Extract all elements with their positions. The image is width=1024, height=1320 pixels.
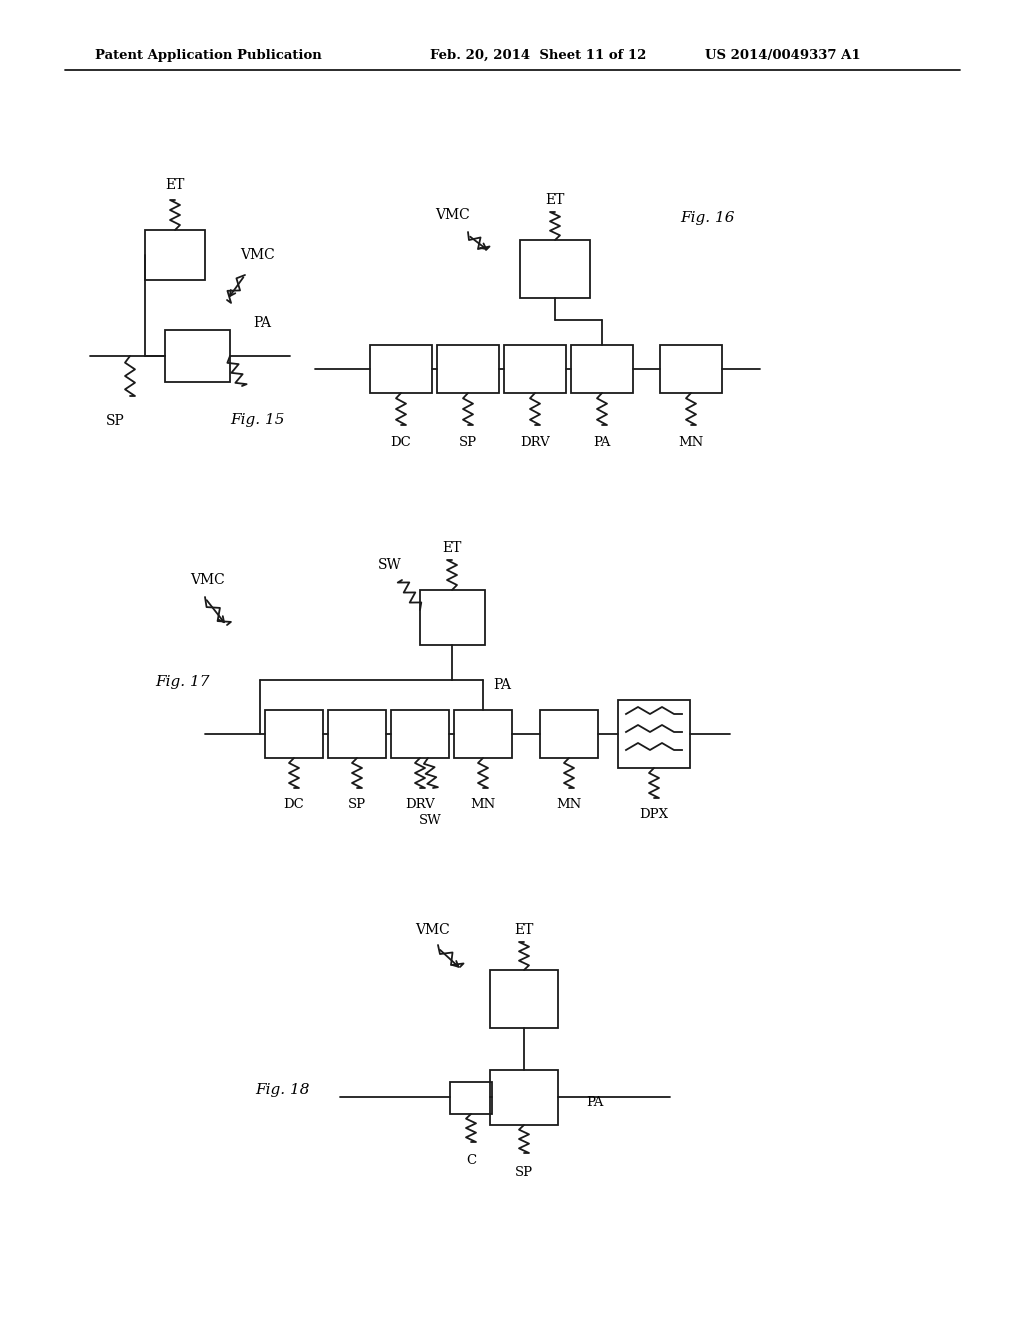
Text: MN: MN <box>470 799 496 812</box>
Text: Fig. 18: Fig. 18 <box>255 1082 309 1097</box>
Text: DRV: DRV <box>406 799 435 812</box>
Bar <box>328 710 386 758</box>
Bar <box>571 345 633 393</box>
Bar <box>490 1071 558 1125</box>
Bar <box>540 710 598 758</box>
Text: DC: DC <box>284 799 304 812</box>
Bar <box>391 710 449 758</box>
Text: ET: ET <box>514 923 534 937</box>
Bar <box>660 345 722 393</box>
Bar <box>437 345 499 393</box>
Text: DRV: DRV <box>520 437 550 450</box>
Text: PA: PA <box>253 315 271 330</box>
Text: VMC: VMC <box>240 248 274 261</box>
Text: ET: ET <box>442 541 462 554</box>
Text: SW: SW <box>419 813 441 826</box>
Bar <box>370 345 432 393</box>
Bar <box>265 710 323 758</box>
Text: ET: ET <box>165 178 184 191</box>
Bar <box>454 710 512 758</box>
Text: SP: SP <box>515 1166 534 1179</box>
Text: ET: ET <box>546 193 564 207</box>
Text: DPX: DPX <box>640 808 669 821</box>
Bar <box>165 330 230 381</box>
Text: PA: PA <box>493 678 511 692</box>
Bar <box>145 230 205 280</box>
Bar <box>504 345 566 393</box>
Text: SW: SW <box>378 558 401 572</box>
Text: Fig. 17: Fig. 17 <box>155 675 210 689</box>
Text: MN: MN <box>556 799 582 812</box>
Text: C: C <box>466 1155 476 1167</box>
Text: SP: SP <box>459 437 477 450</box>
Text: PA: PA <box>586 1096 603 1109</box>
Text: US 2014/0049337 A1: US 2014/0049337 A1 <box>705 49 860 62</box>
Bar <box>520 240 590 298</box>
Text: Feb. 20, 2014  Sheet 11 of 12: Feb. 20, 2014 Sheet 11 of 12 <box>430 49 646 62</box>
Text: VMC: VMC <box>415 923 450 937</box>
Text: Fig. 15: Fig. 15 <box>230 413 285 426</box>
Text: Fig. 16: Fig. 16 <box>680 211 734 224</box>
Bar <box>420 590 485 645</box>
Text: SP: SP <box>105 414 124 428</box>
Text: MN: MN <box>678 437 703 450</box>
Text: PA: PA <box>593 437 610 450</box>
Text: VMC: VMC <box>435 209 470 222</box>
Text: Patent Application Publication: Patent Application Publication <box>95 49 322 62</box>
Bar <box>490 970 558 1028</box>
Bar <box>618 700 690 768</box>
Text: SP: SP <box>348 799 366 812</box>
Text: VMC: VMC <box>190 573 224 587</box>
Text: DC: DC <box>390 437 412 450</box>
Bar <box>450 1082 492 1114</box>
